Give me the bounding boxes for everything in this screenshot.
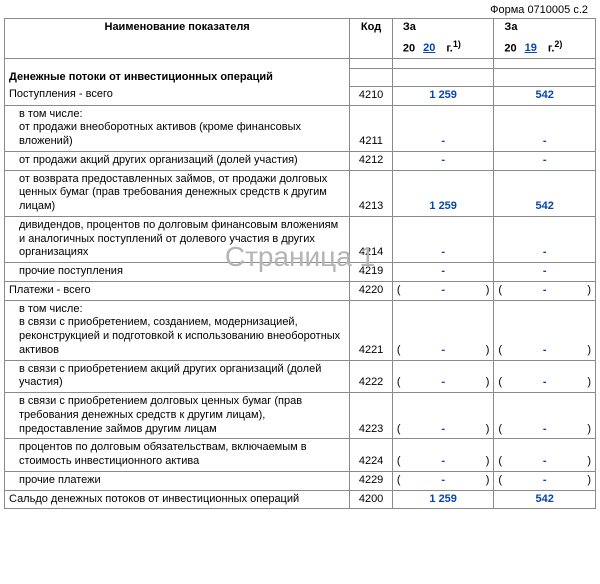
row-value-1: - xyxy=(392,105,494,151)
header-name: Наименование показателя xyxy=(5,19,350,59)
row-name: в том числе: от продажи внеоборотных акт… xyxy=(5,105,350,151)
row-code: 4229 xyxy=(350,471,393,490)
row-code: 4210 xyxy=(350,86,393,105)
table-row: Платежи - всего4220()-()- xyxy=(5,281,596,300)
row-value-1: 1 259 xyxy=(392,490,494,509)
row-code: 4211 xyxy=(350,105,393,151)
row-value-1: 1 259 xyxy=(392,86,494,105)
row-value-2: - xyxy=(494,105,596,151)
row-name: Сальдо денежных потоков от инвестиционны… xyxy=(5,490,350,509)
row-code: 4214 xyxy=(350,216,393,262)
header-code: Код xyxy=(350,19,393,59)
spacer-row xyxy=(5,59,596,69)
row-name: в том числе: в связи с приобретением, со… xyxy=(5,300,350,360)
row-name: дивидендов, процентов по долговым финанс… xyxy=(5,216,350,262)
row-value-1: - xyxy=(392,216,494,262)
row-name: прочие платежи xyxy=(5,471,350,490)
row-value-2: - xyxy=(494,216,596,262)
row-value-1: ()- xyxy=(392,281,494,300)
header-period2-top: За xyxy=(494,19,596,37)
row-value-1: ()- xyxy=(392,393,494,439)
row-value-1: - xyxy=(392,263,494,282)
row-value-2: - xyxy=(494,151,596,170)
row-code: 4219 xyxy=(350,263,393,282)
row-value-2: 542 xyxy=(494,490,596,509)
row-name: в связи с приобретением долговых ценных … xyxy=(5,393,350,439)
row-code: 4213 xyxy=(350,170,393,216)
table-header: Наименование показателя Код За За 20 20 … xyxy=(5,19,596,59)
row-value-2: ()- xyxy=(494,439,596,472)
row-value-2: ()- xyxy=(494,300,596,360)
row-value-1: ()- xyxy=(392,471,494,490)
row-value-2: 542 xyxy=(494,170,596,216)
row-code: 4224 xyxy=(350,439,393,472)
form-code-label: Форма 0710005 с.2 xyxy=(4,4,596,16)
section-title: Денежные потоки от инвестиционных операц… xyxy=(5,69,350,87)
table-row: от возврата предоставленных займов, от п… xyxy=(5,170,596,216)
table-row: от продажи акций других организаций (дол… xyxy=(5,151,596,170)
row-name: Поступления - всего xyxy=(5,86,350,105)
row-name: в связи с приобретением акций других орг… xyxy=(5,360,350,393)
row-value-1: ()- xyxy=(392,439,494,472)
table-body: Денежные потоки от инвестиционных операц… xyxy=(5,59,596,509)
row-name: от продажи акций других организаций (дол… xyxy=(5,151,350,170)
row-value-1: ()- xyxy=(392,360,494,393)
row-code: 4221 xyxy=(350,300,393,360)
row-name: процентов по долговым обязательствам, вк… xyxy=(5,439,350,472)
section-title-row: Денежные потоки от инвестиционных операц… xyxy=(5,69,596,87)
row-value-2: ()- xyxy=(494,393,596,439)
table-row: прочие платежи4229()-()- xyxy=(5,471,596,490)
row-value-2: 542 xyxy=(494,86,596,105)
row-code: 4220 xyxy=(350,281,393,300)
row-value-2: ()- xyxy=(494,471,596,490)
table-row: процентов по долговым обязательствам, вк… xyxy=(5,439,596,472)
table-row: прочие поступления4219-- xyxy=(5,263,596,282)
row-code: 4222 xyxy=(350,360,393,393)
table-row: Сальдо денежных потоков от инвестиционны… xyxy=(5,490,596,509)
row-value-1: - xyxy=(392,151,494,170)
row-name: Платежи - всего xyxy=(5,281,350,300)
row-value-2: - xyxy=(494,263,596,282)
header-period2-year: 20 19 г.2) xyxy=(494,37,596,59)
row-value-2: ()- xyxy=(494,360,596,393)
header-period1-year: 20 20 г.1) xyxy=(392,37,494,59)
row-value-2: ()- xyxy=(494,281,596,300)
row-code: 4223 xyxy=(350,393,393,439)
row-code: 4200 xyxy=(350,490,393,509)
row-name: прочие поступления xyxy=(5,263,350,282)
table-row: в том числе: от продажи внеоборотных акт… xyxy=(5,105,596,151)
header-period1-top: За xyxy=(392,19,494,37)
table-row: в связи с приобретением акций других орг… xyxy=(5,360,596,393)
table-row: Поступления - всего42101 259542 xyxy=(5,86,596,105)
row-code: 4212 xyxy=(350,151,393,170)
table-row: в том числе: в связи с приобретением, со… xyxy=(5,300,596,360)
table-row: в связи с приобретением долговых ценных … xyxy=(5,393,596,439)
row-name: от возврата предоставленных займов, от п… xyxy=(5,170,350,216)
table-row: дивидендов, процентов по долговым финанс… xyxy=(5,216,596,262)
financial-table: Наименование показателя Код За За 20 20 … xyxy=(4,18,596,509)
row-value-1: 1 259 xyxy=(392,170,494,216)
row-value-1: ()- xyxy=(392,300,494,360)
